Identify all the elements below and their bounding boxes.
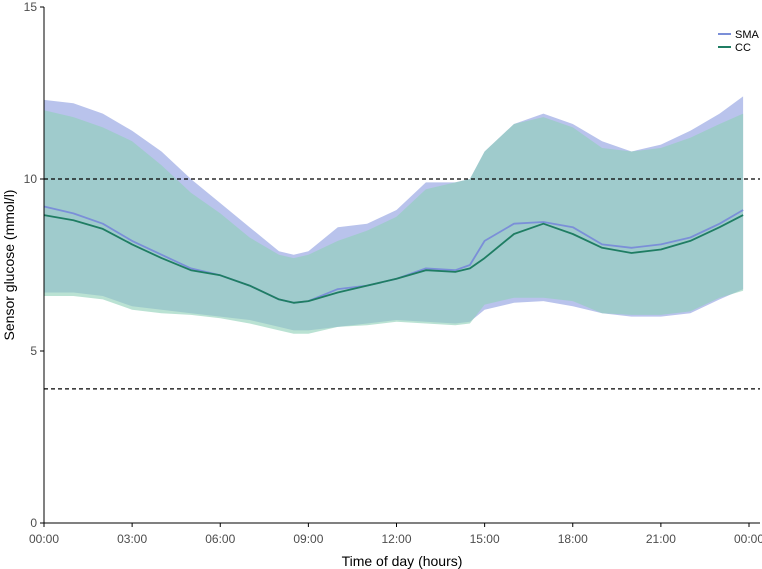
y-axis-title: Sensor glucose (mmol/l) [1, 190, 17, 341]
median-lines [43, 205, 744, 304]
y-ticks: 0 5 10 15 [24, 0, 44, 530]
x-tick-label: 12:00 [381, 532, 411, 546]
x-tick-label: 06:00 [205, 532, 235, 546]
legend-label-cc: CC [735, 42, 751, 54]
legend-label-sma: SMA [735, 29, 760, 41]
reference-lines [44, 178, 760, 390]
x-tick-label: 15:00 [470, 532, 500, 546]
y-tick-label: 5 [30, 344, 37, 358]
y-tick-label: 0 [30, 516, 37, 530]
band-cc [44, 110, 744, 334]
x-ticks: 00:00 03:00 06:00 09:00 12:00 15:00 18:00 21:00… [29, 523, 762, 546]
x-tick-label: 00:00 [734, 532, 762, 546]
x-tick-label: 03:00 [117, 532, 147, 546]
percentile-bands [44, 96, 744, 334]
y-tick-label: 10 [24, 172, 38, 186]
x-tick-label: 09:00 [293, 532, 323, 546]
x-tick-label: 21:00 [646, 532, 676, 546]
median-line-cc [43, 214, 744, 304]
x-tick-label: 00:00 [29, 532, 59, 546]
x-axis-title: Time of day (hours) [342, 553, 463, 569]
x-tick-label: 18:00 [558, 532, 588, 546]
y-tick-label: 15 [24, 0, 38, 14]
axes [43, 7, 760, 524]
